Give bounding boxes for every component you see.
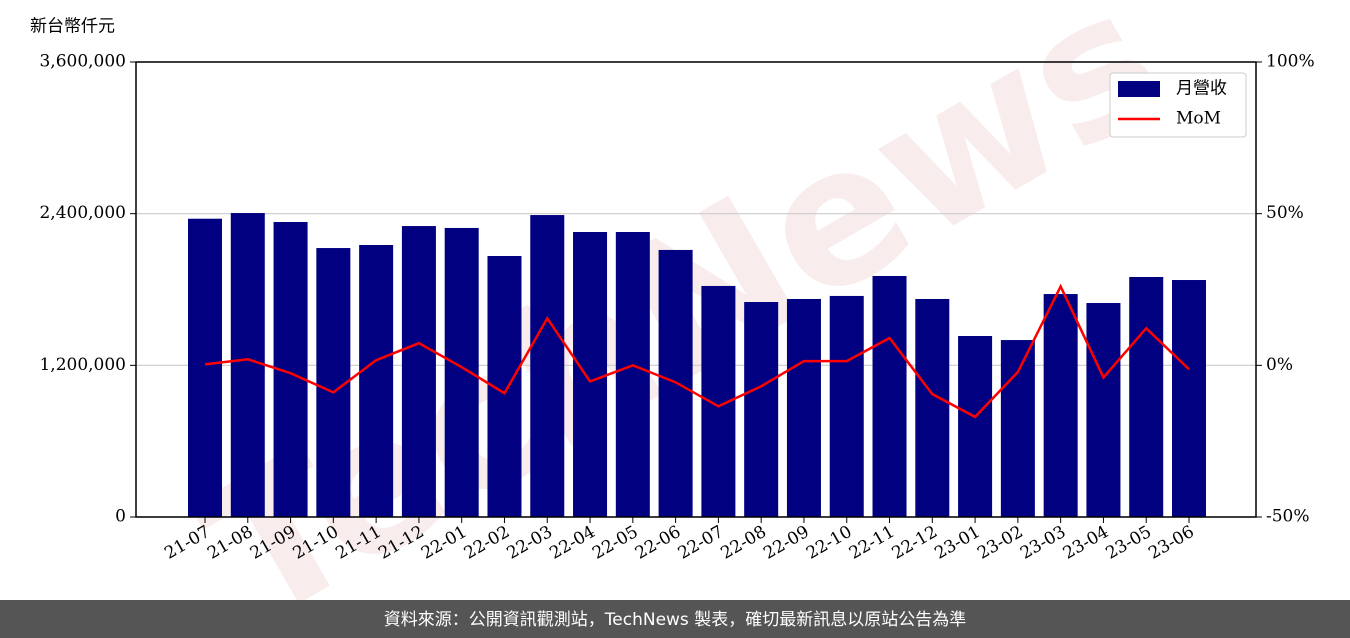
x-tick-label: 22-11: [846, 522, 898, 564]
x-tick-label: 22-05: [589, 522, 641, 564]
bar: [188, 218, 222, 517]
bar: [1086, 303, 1121, 517]
bar: [573, 231, 608, 518]
x-tick-label: 22-10: [803, 522, 855, 564]
x-tick-label: 23-06: [1145, 522, 1197, 564]
x-tick-label: 22-09: [760, 522, 812, 564]
bar: [829, 295, 864, 517]
legend-label: 月營收: [1176, 79, 1227, 99]
y-tick-label: 0: [115, 507, 126, 527]
y2-tick-label: 50%: [1266, 203, 1304, 223]
x-tick-label: 22-07: [675, 522, 727, 564]
bar: [1129, 276, 1164, 517]
x-tick-label: 23-01: [931, 522, 983, 564]
x-tick-label: 22-12: [889, 522, 941, 564]
x-tick-label: 21-07: [161, 522, 213, 564]
x-tick-label: 22-06: [632, 522, 684, 564]
y2-tick-label: 100%: [1266, 52, 1315, 72]
footer: 資料來源：公開資訊觀測站，TechNews 製表，確切最新訊息以原站公告為準: [384, 610, 966, 630]
bar: [1000, 340, 1035, 517]
y-tick-label: 1,200,000: [39, 355, 126, 375]
bar: [1172, 280, 1206, 517]
bar: [530, 215, 565, 517]
bar: [915, 298, 950, 517]
y2-tick-label: 0%: [1266, 355, 1293, 375]
bar: [958, 336, 993, 517]
bar: [359, 245, 394, 517]
footer-band: [0, 600, 1350, 638]
legend-swatch: [1118, 81, 1160, 97]
x-tick-label: 23-02: [974, 522, 1026, 564]
line: [204, 283, 1190, 419]
bar: [615, 231, 650, 518]
bar: [744, 302, 779, 517]
x-tick-label: 22-08: [717, 522, 769, 564]
plot-frame: [135, 61, 1257, 518]
bar: [786, 298, 821, 517]
x-tick-label: 23-05: [1103, 522, 1155, 564]
bar: [401, 226, 436, 517]
legend-label: MoM: [1176, 109, 1221, 129]
x-tick-label: 23-03: [1017, 522, 1069, 564]
x-tick-label: 23-04: [1060, 522, 1112, 564]
bar: [230, 213, 265, 517]
bar: [444, 227, 479, 517]
bar: [872, 275, 907, 517]
y-axis-label: 新台幣仟元: [30, 17, 115, 37]
y-tick-label: 2,400,000: [39, 203, 126, 223]
x-tick-label: 22-04: [546, 522, 598, 564]
y-tick-label: 3,600,000: [39, 52, 126, 72]
y2-tick-label: -50%: [1266, 507, 1310, 527]
bar: [1043, 294, 1078, 517]
